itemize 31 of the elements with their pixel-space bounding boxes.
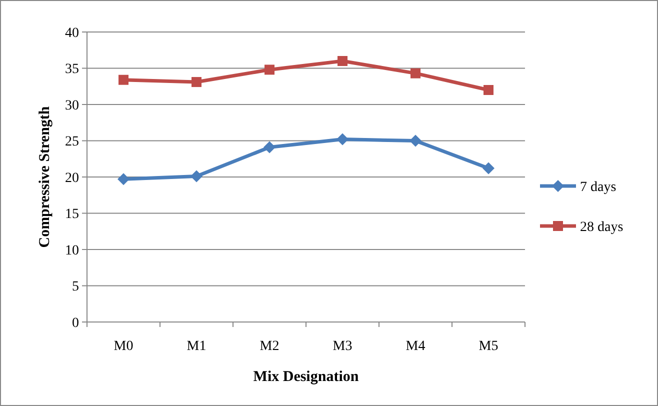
x-tick-label: M1 xyxy=(186,339,206,354)
point xyxy=(192,77,202,88)
point xyxy=(338,56,348,66)
x-axis-title: Mix Designation xyxy=(253,369,360,385)
y-tick-label: 30 xyxy=(65,98,79,114)
point xyxy=(190,170,202,182)
y-tick-label: 20 xyxy=(65,170,79,186)
x-tick-label: M4 xyxy=(406,339,426,354)
point xyxy=(410,68,420,78)
legend-label: 28 days xyxy=(580,220,624,235)
point xyxy=(118,74,128,85)
point xyxy=(118,173,130,186)
x-tick-label: M0 xyxy=(114,339,134,354)
point xyxy=(264,141,276,154)
y-tick-label: 25 xyxy=(65,134,79,150)
point xyxy=(484,85,494,95)
y-axis-title: Compressive Strength xyxy=(37,106,53,248)
y-tick-label: 10 xyxy=(65,243,79,258)
point xyxy=(482,162,494,174)
y-tick-label: 5 xyxy=(72,280,79,295)
x-tick-label: M3 xyxy=(332,339,352,354)
legend-label: 7 days xyxy=(580,180,616,195)
point xyxy=(336,133,348,146)
y-tick-label: 35 xyxy=(65,62,79,78)
x-tick-label: M2 xyxy=(260,339,280,354)
point xyxy=(410,134,422,147)
y-tick-label: 15 xyxy=(65,207,79,222)
point xyxy=(264,64,274,75)
y-tick-label: 40 xyxy=(65,26,79,41)
x-tick-label: M5 xyxy=(478,339,498,354)
y-tick-label: 0 xyxy=(72,316,79,331)
